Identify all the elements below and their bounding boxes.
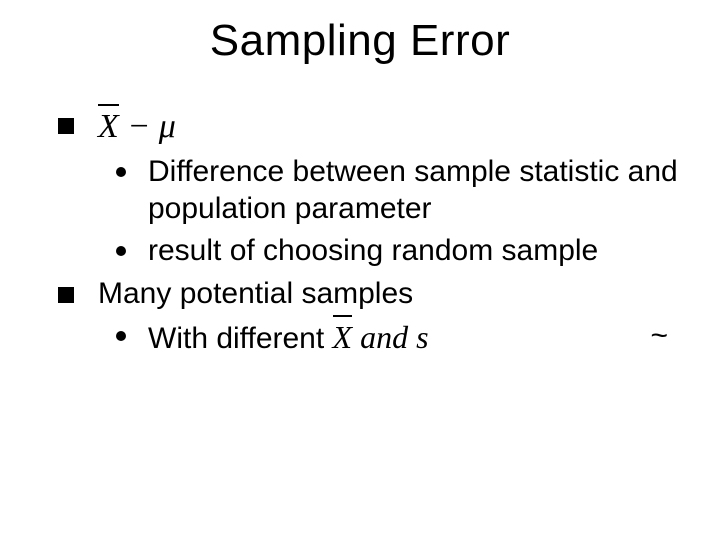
dot-bullet-icon (116, 167, 126, 177)
tilde-mark: ~ (650, 317, 668, 355)
bullet-many-samples: Many potential samples (50, 275, 690, 313)
minus-sign: − (119, 108, 159, 145)
overbar-icon (333, 315, 353, 317)
x-letter: X (98, 108, 119, 145)
overbar-icon (98, 104, 119, 106)
bullet-text: Many potential samples (98, 277, 413, 310)
slide-body: X − μ Difference between sample statisti… (50, 100, 690, 357)
mu-letter: μ (159, 108, 176, 145)
sub-bullet-result: result of choosing random sample (50, 232, 690, 270)
square-bullet-icon (58, 118, 74, 134)
x-letter: X (333, 319, 353, 355)
bullet-text: result of choosing random sample (148, 234, 598, 267)
formula-xbar-and-s: X and s (333, 319, 429, 355)
bullet-text-prefix: With different (148, 322, 333, 355)
slide: Sampling Error X − μ Difference between … (0, 0, 720, 540)
formula-xbar-minus-mu: X − μ (98, 106, 176, 149)
x-bar-symbol: X (98, 106, 119, 149)
and-s-text: and s (352, 319, 428, 355)
dot-bullet-icon (116, 246, 126, 256)
slide-title: Sampling Error (0, 16, 720, 66)
x-bar-symbol: X (333, 317, 353, 357)
dot-bullet-icon (116, 331, 126, 341)
sub-bullet-difference: Difference between sample statistic and … (50, 153, 690, 228)
bullet-text: Difference between sample statistic and … (148, 155, 678, 226)
sub-bullet-with-different: With different X and s ~ (50, 317, 690, 358)
square-bullet-icon (58, 287, 74, 303)
bullet-formula: X − μ (50, 106, 690, 149)
